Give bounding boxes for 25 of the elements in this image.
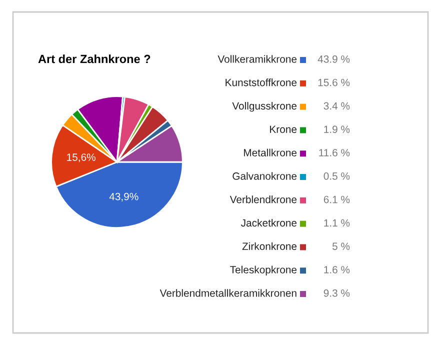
legend-label: Kunststoffkrone (226, 78, 297, 86)
text: 15,6% (67, 154, 96, 162)
legend-label: Jacketkrone (241, 218, 297, 227)
legend-label: Verblendmetallkeramikkronen (160, 289, 296, 297)
data-label: 9.3 % (324, 289, 350, 297)
data-label: 11.6 % (319, 149, 350, 156)
legend-label: Galvanokrone (232, 172, 297, 180)
legend-label: Teleskopkrone (230, 266, 297, 276)
legend-label: Verblendkrone (230, 196, 297, 204)
data-label: 43.9 % (318, 55, 350, 63)
data-label: 3.4 % (324, 102, 350, 110)
legend-label: Vollkeramikkrone (218, 55, 297, 63)
legend-label: Krone (270, 126, 297, 133)
data-label: 6.1 % (324, 196, 350, 204)
data-label: 1.9 % (324, 126, 350, 133)
data-label: 5 % (332, 242, 350, 250)
legend-label: Metallkrone (244, 148, 297, 156)
data-label: 1.1 % (324, 219, 350, 227)
legend-label: Zirkonkrone (242, 242, 297, 250)
data-label: 0.5 % (324, 172, 350, 180)
legend-label: Vollgusskrone (232, 102, 297, 112)
text: 43,9% (109, 192, 138, 202)
data-label: 1.6 % (324, 266, 350, 274)
data-label: 15.6 % (318, 78, 350, 86)
chart-title: Art der Zahnkrone ? (38, 54, 150, 64)
